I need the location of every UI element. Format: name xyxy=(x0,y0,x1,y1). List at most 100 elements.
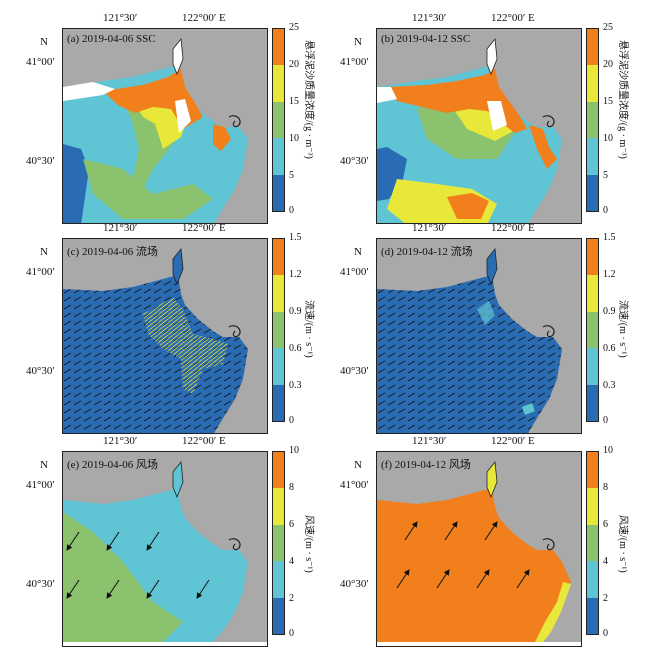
cbar-d-tick-03: 0.3 xyxy=(603,380,616,391)
lat-41-d: 41°00′ xyxy=(340,266,369,278)
cbar-d-tick-15: 1.5 xyxy=(603,232,616,243)
inlet-east xyxy=(542,115,555,128)
lon-label-2-a: 122°00′ E xyxy=(182,12,226,24)
moderate-current-patch-2 xyxy=(522,403,535,415)
cbar-f-tick-2: 2 xyxy=(603,593,608,604)
mid-ssc-zone-2 xyxy=(83,159,213,219)
river-channel xyxy=(172,37,184,76)
cbar-e-tick-0: 0 xyxy=(289,628,294,639)
panel-title-a: (a) 2019-04-06 SSC xyxy=(67,33,156,45)
white-shoal-2 xyxy=(175,99,191,133)
moderate-wind-zone xyxy=(63,512,183,642)
wind-arrows xyxy=(396,521,530,589)
peak-ssc-south xyxy=(447,193,489,219)
map-panel-b-ssc xyxy=(376,28,582,224)
lat-4030-f: 40°30′ xyxy=(340,578,369,590)
map-panel-d-current xyxy=(376,238,582,434)
cbar-a-tick-10: 10 xyxy=(289,133,299,144)
cbar-f-tick-8: 8 xyxy=(603,482,608,493)
low-wind-coast xyxy=(535,582,571,642)
lon-label-2-b: 122°00′ E xyxy=(491,12,535,24)
cbar-d-title: 流速/(m · s⁻¹) xyxy=(617,300,628,358)
river-channel xyxy=(172,247,184,286)
colorbar-ssc-b xyxy=(586,28,599,212)
inlet-east xyxy=(542,538,555,551)
lon-label-1-b: 121°30′ xyxy=(412,12,447,24)
lat-n-f: N xyxy=(354,459,362,471)
cbar-e-title: 风速/(m · s⁻¹) xyxy=(303,515,314,573)
lon-label-2-d: 122°00′ E xyxy=(491,222,535,234)
lat-n-b: N xyxy=(354,36,362,48)
deep-water-zone xyxy=(377,147,407,201)
inlet-east xyxy=(228,538,241,551)
cbar-e-tick-6: 6 xyxy=(289,519,294,530)
lon-label-1-c: 121°30′ xyxy=(103,222,138,234)
lat-41-f: 41°00′ xyxy=(340,479,369,491)
inlet-east xyxy=(228,325,241,338)
lon-label-1-d: 121°30′ xyxy=(412,222,447,234)
deep-water-zone xyxy=(63,144,89,223)
cbar-d-tick-12: 1.2 xyxy=(603,269,616,280)
cbar-a-tick-25: 25 xyxy=(289,22,299,33)
cbar-b-tick-0: 0 xyxy=(603,205,608,216)
lat-41-c: 41°00′ xyxy=(26,266,55,278)
lon-label-2-e: 122°00′ E xyxy=(182,435,226,447)
cbar-f-tick-6: 6 xyxy=(603,519,608,530)
cbar-e-tick-8: 8 xyxy=(289,482,294,493)
cbar-c-tick-12: 1.2 xyxy=(289,269,302,280)
panel-title-e: (e) 2019-04-06 风场 xyxy=(67,459,159,471)
lat-41-e: 41°00′ xyxy=(26,479,55,491)
cbar-a-tick-15: 15 xyxy=(289,96,299,107)
lat-n-a: N xyxy=(40,36,48,48)
cbar-e-tick-2: 2 xyxy=(289,593,294,604)
cbar-e-tick-10: 10 xyxy=(289,445,299,456)
current-vectors xyxy=(377,275,562,433)
lon-label-1-f: 121°30′ xyxy=(412,435,447,447)
lon-label-1-e: 121°30′ xyxy=(103,435,138,447)
cbar-d-tick-06: 0.6 xyxy=(603,343,616,354)
panel-title-b: (b) 2019-04-12 SSC xyxy=(381,33,471,45)
lat-4030-d: 40°30′ xyxy=(340,365,369,377)
cbar-c-title: 流速/(m · s⁻¹) xyxy=(303,300,314,358)
cbar-b-tick-20: 20 xyxy=(603,59,613,70)
lat-4030-c: 40°30′ xyxy=(26,365,55,377)
lat-41-b: 41°00′ xyxy=(340,56,369,68)
panel-title-d: (d) 2019-04-12 流场 xyxy=(381,246,473,258)
cbar-e-tick-4: 4 xyxy=(289,556,294,567)
white-shoal-2 xyxy=(487,101,507,131)
cbar-a-tick-5: 5 xyxy=(289,170,294,181)
cbar-c-tick-03: 0.3 xyxy=(289,380,302,391)
lat-4030-e: 40°30′ xyxy=(26,578,55,590)
coastal-band xyxy=(529,125,557,169)
lat-n-c: N xyxy=(40,246,48,258)
lat-4030-a: 40°30′ xyxy=(26,155,55,167)
moderate-current-patch xyxy=(477,301,495,325)
cbar-f-tick-0: 0 xyxy=(603,628,608,639)
inlet-east xyxy=(542,325,555,338)
lon-label-2-c: 122°00′ E xyxy=(182,222,226,234)
cbar-f-tick-4: 4 xyxy=(603,556,608,567)
inlet-east xyxy=(228,115,241,128)
colorbar-wind-f xyxy=(586,451,599,635)
current-vectors xyxy=(63,275,248,433)
cbar-a-tick-0: 0 xyxy=(289,205,294,216)
sea-area xyxy=(377,488,571,642)
cbar-a-title: 悬浮泥沙质量浓度/(g · m⁻³) xyxy=(303,40,314,159)
cbar-b-tick-5: 5 xyxy=(603,170,608,181)
cbar-f-tick-10: 10 xyxy=(603,445,613,456)
cbar-b-title: 悬浮泥沙质量浓度/(g · m⁻³) xyxy=(617,40,628,159)
cbar-c-tick-06: 0.6 xyxy=(289,343,302,354)
cbar-b-tick-15: 15 xyxy=(603,96,613,107)
lat-4030-b: 40°30′ xyxy=(340,155,369,167)
white-shoal xyxy=(63,82,115,101)
peak-ssc-zone xyxy=(387,69,527,133)
colorbar-current-c xyxy=(272,238,285,422)
cbar-d-tick-0: 0 xyxy=(603,415,608,426)
inner-bay xyxy=(213,124,231,151)
cbar-f-title: 风速/(m · s⁻¹) xyxy=(617,515,628,573)
river-channel xyxy=(486,460,498,499)
panel-title-f: (f) 2019-04-12 风场 xyxy=(381,459,471,471)
lat-n-e: N xyxy=(40,459,48,471)
cbar-a-tick-20: 20 xyxy=(289,59,299,70)
fast-current-zone xyxy=(143,297,228,394)
